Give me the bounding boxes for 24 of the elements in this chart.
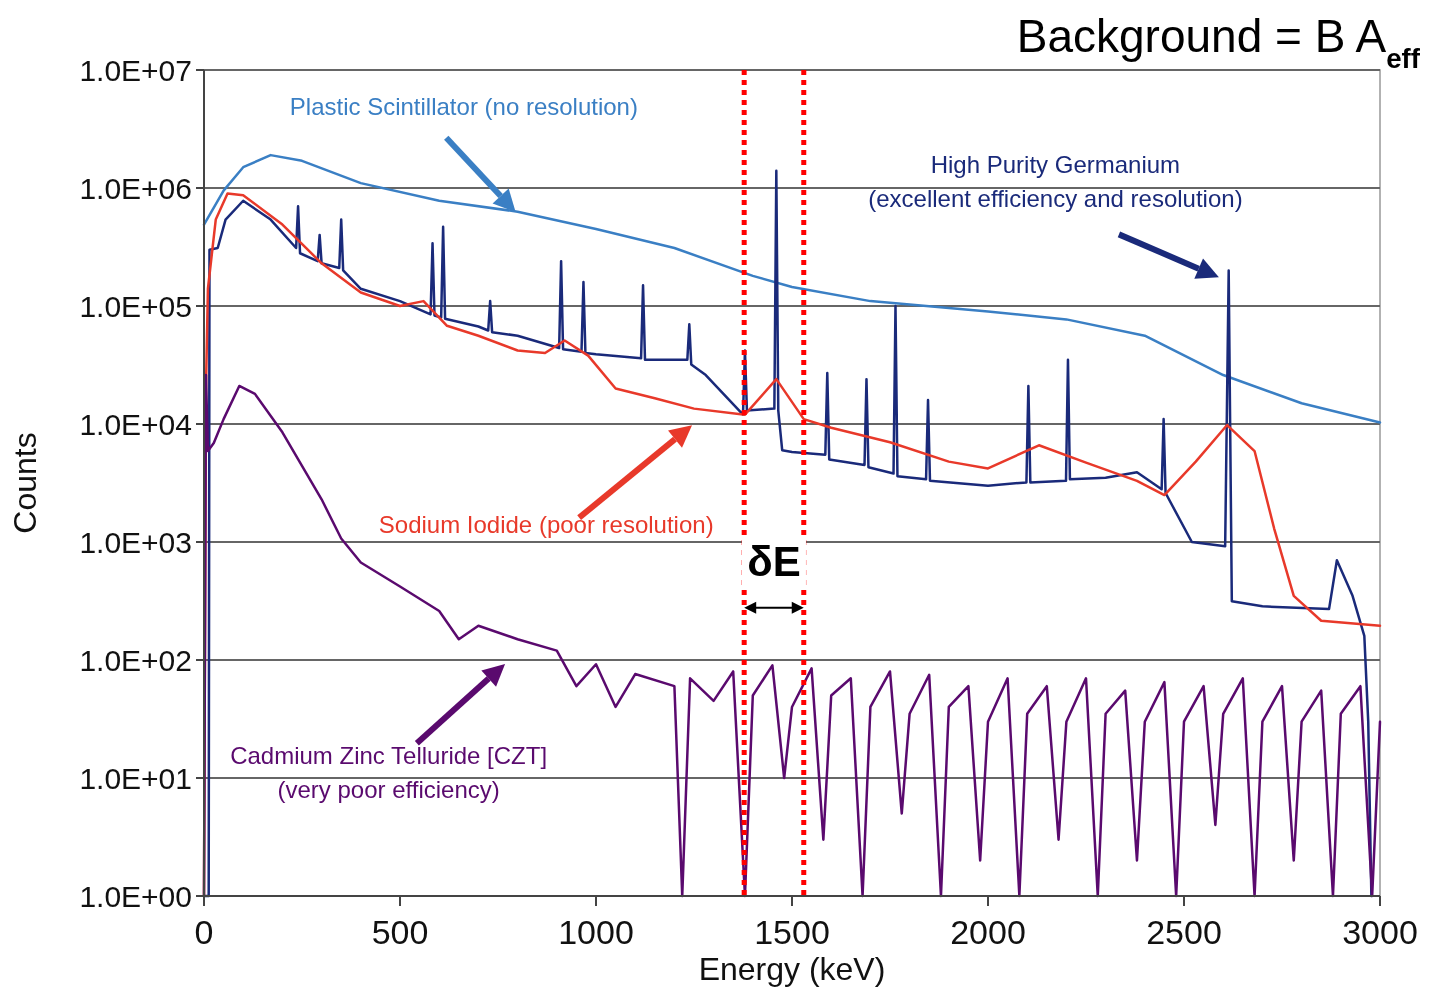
x-tick-label: 2000 [950,913,1026,951]
y-axis-title: Counts [7,432,43,534]
x-tick-label: 500 [371,913,429,951]
y-tick-label: 1.0E+06 [79,171,192,205]
text: High Purity Germanium (excellent efficiency and resolution) [868,151,1243,213]
x-tick-label: 1000 [558,913,634,951]
line-series [202,153,1382,424]
x-tick-label: 2500 [1146,913,1222,951]
y-tick-label: 1.0E+04 [79,407,192,441]
annotation: δE [747,537,801,585]
series-label: Cadmium Zinc Telluride [CZT] (very poor efficiency) [230,741,548,803]
x-tick-label: 0 [194,913,214,951]
text: Sodium Iodide (poor resolution) [378,511,714,539]
series-label: Plastic Scintillator (no resolution) [289,93,638,121]
x-tick-label: 1500 [754,913,830,951]
x-axis-title: Energy (keV) [698,951,886,987]
y-tick-label: 1.0E+07 [79,53,192,87]
y-tick-label: 1.0E+02 [79,643,192,677]
y-tick-label: 1.0E+05 [79,289,192,323]
y-tick-label: 1.0E+00 [79,879,192,913]
chart-title: Background = B A$_{eff}$ [1016,10,1421,74]
y-tick-label: 1.0E+01 [79,761,192,795]
y-tick-label: 1.0E+03 [79,525,192,559]
x-tick-label: 3000 [1342,913,1418,951]
